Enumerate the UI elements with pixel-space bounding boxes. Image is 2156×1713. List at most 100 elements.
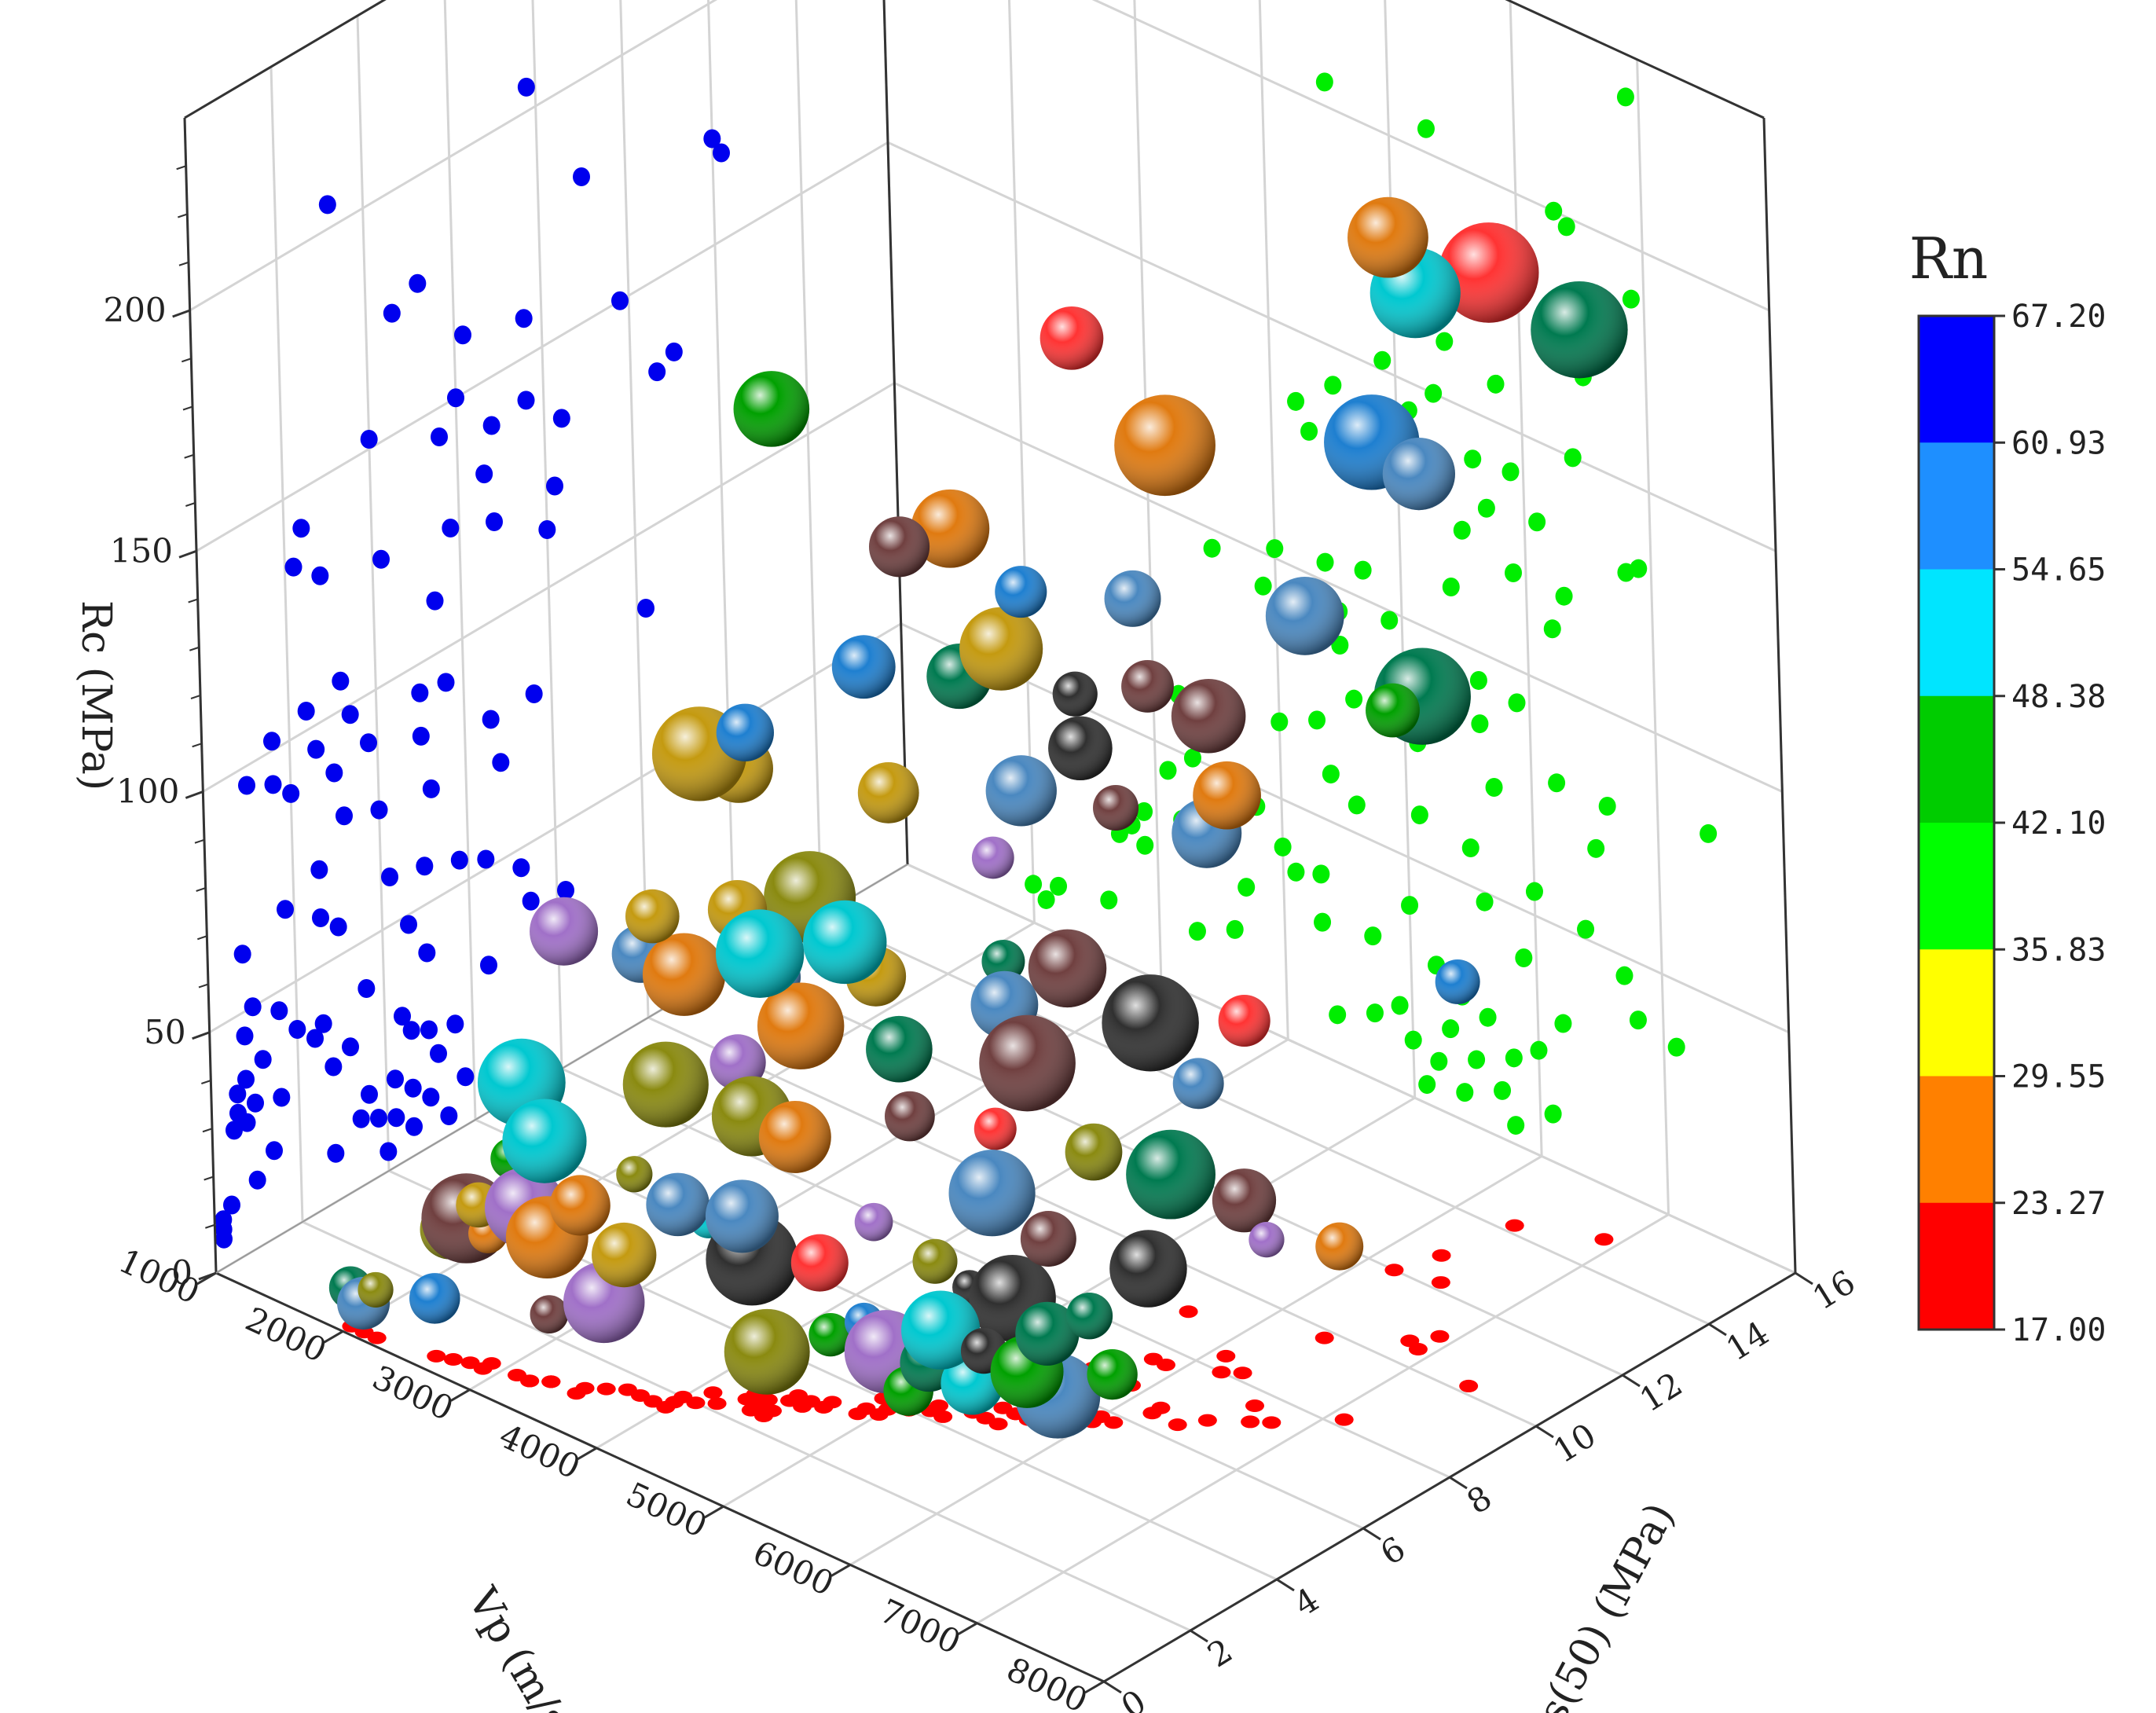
- bubble: [959, 607, 1043, 691]
- projection-point-rc-is: [1266, 539, 1284, 559]
- projection-point-rc-vp: [336, 806, 353, 826]
- z-minor-tick: [204, 1176, 214, 1181]
- bubble: [868, 516, 930, 578]
- projection-point-vp-is: [1197, 1414, 1217, 1427]
- y-axis-title: Is(50) (MPa): [1522, 1495, 1685, 1713]
- bubble-shade: [530, 897, 599, 966]
- x-tick: [830, 1564, 851, 1577]
- projection-point-vp-is: [1245, 1399, 1264, 1412]
- projection-point-rc-vp: [404, 1078, 422, 1098]
- bubble-shade: [1265, 577, 1344, 655]
- projection-point-rc-vp: [477, 849, 495, 869]
- projection-point-rc-vp: [492, 753, 510, 772]
- projection-point-rc-vp: [454, 325, 471, 345]
- projection-point-rc-is: [1270, 712, 1289, 732]
- bubble: [1121, 659, 1174, 713]
- projection-point-vp-is: [1432, 1249, 1451, 1262]
- projection-point-rc-is: [1508, 693, 1526, 713]
- projection-point-rc-is: [1515, 948, 1533, 967]
- projection-point-rc-vp: [215, 1229, 233, 1249]
- colorbar-label: 48.38: [2011, 679, 2106, 715]
- projection-point-rc-vp: [480, 956, 497, 975]
- frame-line: [1762, 117, 1797, 1274]
- y-tick-label: 2: [1201, 1631, 1239, 1675]
- projection-point-rc-vp: [233, 945, 251, 964]
- grid-line: [820, 914, 1710, 1326]
- bubble-shade: [592, 1222, 657, 1288]
- projection-point-rc-vp: [422, 1088, 440, 1107]
- grid-line: [1384, 0, 1417, 1099]
- projection-point-rc-vp: [637, 599, 654, 618]
- y-tick: [1535, 1425, 1554, 1439]
- bubble-shade: [549, 1175, 610, 1236]
- projection-point-rc-is: [1530, 1040, 1548, 1060]
- projection-point-rc-is: [1436, 332, 1454, 351]
- bubble: [857, 761, 919, 823]
- projection-point-rc-vp: [450, 850, 468, 870]
- projection-point-rc-vp: [456, 1067, 475, 1087]
- projection-point-vp-is: [1314, 1331, 1334, 1344]
- bubble-shade: [642, 933, 726, 1016]
- bubble-shade: [409, 1273, 460, 1324]
- projection-point-rc-vp: [306, 1029, 324, 1048]
- projection-point-rc-vp: [482, 710, 500, 729]
- z-minor-tick: [178, 213, 188, 218]
- bubble-shade: [790, 1234, 849, 1292]
- bubble: [409, 1273, 460, 1324]
- colorbar-band: [1919, 316, 1994, 444]
- z-tick-label: 50: [144, 1013, 185, 1051]
- projection-point-vp-is: [1157, 1359, 1175, 1371]
- bubble-shade: [1052, 671, 1098, 717]
- projection-point-rc-is: [1464, 449, 1482, 469]
- bubble: [622, 1041, 709, 1128]
- colorbar-band: [1919, 569, 1994, 697]
- bubble: [1048, 716, 1113, 781]
- bubble: [1531, 281, 1628, 379]
- projection-point-rc-is: [1554, 1014, 1572, 1033]
- bubble: [995, 566, 1047, 618]
- projection-point-vp-is: [1430, 1330, 1450, 1343]
- bubble: [1218, 994, 1270, 1047]
- projection-point-rc-is: [1316, 552, 1334, 572]
- projection-point-rc-vp: [430, 1044, 447, 1063]
- projection-point-rc-vp: [611, 291, 629, 310]
- bubble-shade: [1193, 761, 1261, 830]
- projection-point-rc-vp: [292, 519, 310, 538]
- projection-point-rc-vp: [420, 1020, 438, 1040]
- z-tick: [185, 790, 204, 799]
- projection-point-rc-vp: [380, 1142, 398, 1161]
- x-tick-label: 4000: [493, 1416, 586, 1487]
- projection-point-rc-is: [1373, 350, 1392, 370]
- bubble-shade: [979, 1014, 1076, 1112]
- projection-point-rc-vp: [381, 868, 398, 886]
- bubble: [911, 489, 990, 568]
- projection-point-rc-is: [1442, 1019, 1460, 1039]
- projection-point-rc-is: [1254, 576, 1272, 596]
- bubble: [1114, 394, 1216, 497]
- projection-point-rc-is: [1404, 1030, 1422, 1050]
- projection-point-rc-is: [1025, 875, 1043, 894]
- z-minor-tick: [176, 165, 186, 171]
- z-minor-tick: [197, 935, 207, 941]
- projection-point-rc-is: [1507, 1116, 1525, 1135]
- projection-point-rc-vp: [370, 1109, 387, 1128]
- projection-point-rc-vp: [394, 1007, 411, 1026]
- bubble: [808, 1313, 852, 1357]
- projection-point-rc-is: [1598, 797, 1616, 816]
- projection-point-vp-is: [1104, 1416, 1124, 1429]
- bubble: [1265, 577, 1344, 655]
- z-tick: [172, 309, 191, 318]
- bubble: [854, 1202, 893, 1242]
- projection-point-rc-is: [1308, 710, 1326, 730]
- bubble: [866, 1015, 933, 1083]
- projection-point-vp-is: [1334, 1413, 1354, 1426]
- projection-point-rc-vp: [475, 464, 493, 484]
- bubble-shade: [971, 836, 1014, 879]
- projection-point-rc-vp: [223, 1195, 240, 1215]
- bubble-shade: [1102, 974, 1199, 1072]
- bubble-shade: [831, 635, 896, 699]
- y-tick-label: 0: [1114, 1682, 1153, 1713]
- projection-point-vp-is: [482, 1357, 501, 1370]
- bubble-shade: [715, 909, 805, 998]
- bubble-shade: [808, 1313, 852, 1357]
